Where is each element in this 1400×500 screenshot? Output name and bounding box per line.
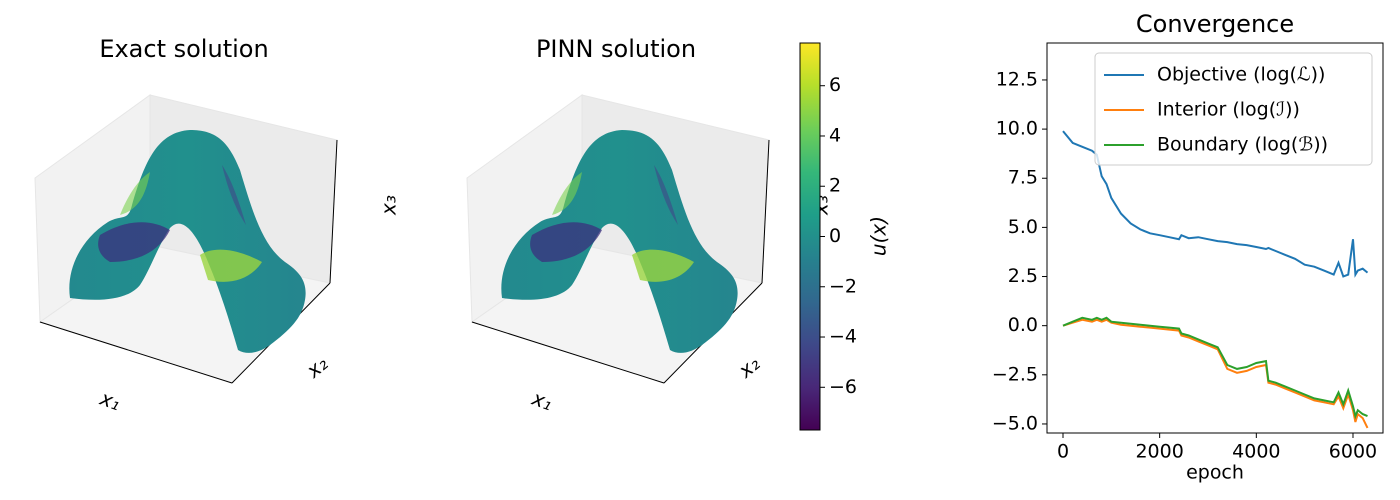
surface-shade bbox=[200, 249, 262, 282]
surface-shade bbox=[98, 222, 170, 262]
axis-line bbox=[39, 321, 233, 384]
x-tick-label: 6000 bbox=[1329, 441, 1377, 463]
tick-label: −6 bbox=[829, 376, 857, 398]
legend-label: Interior (log(ℐ)) bbox=[1157, 99, 1300, 121]
x-axis-label: x₁ bbox=[96, 386, 124, 416]
surface-shade bbox=[222, 165, 246, 225]
tick-label: 2 bbox=[829, 175, 841, 197]
y-tick-label: 2.5 bbox=[1008, 265, 1038, 287]
panel-title: Exact solution bbox=[99, 35, 268, 63]
legend-label: Boundary (log(ℬ)) bbox=[1157, 134, 1328, 156]
panel-title: PINN solution bbox=[536, 35, 696, 63]
axis-line bbox=[329, 139, 338, 284]
line-series bbox=[1062, 318, 1369, 429]
axis-line bbox=[471, 321, 665, 384]
y-tick-label: −5.0 bbox=[992, 412, 1038, 434]
x-axis-label: epoch bbox=[1186, 462, 1244, 484]
tick-label: 6 bbox=[829, 74, 841, 96]
colorbar bbox=[799, 42, 821, 431]
x-tick-label: 4000 bbox=[1232, 441, 1280, 463]
surface-panel: Exact solution x₁ x₂ x₃ bbox=[34, 35, 401, 416]
tick-label: −2 bbox=[829, 275, 857, 297]
chart-title: Convergence bbox=[1136, 10, 1294, 38]
x-tick-label: 2000 bbox=[1135, 441, 1183, 463]
surface bbox=[69, 130, 306, 353]
tick-label: 0 bbox=[829, 225, 841, 247]
y-tick-label: 7.5 bbox=[1008, 167, 1038, 189]
line-series bbox=[1062, 316, 1368, 420]
colorbar-label: u(x) bbox=[867, 216, 891, 256]
y-tick-label: −2.5 bbox=[992, 363, 1038, 385]
y-tick-label: 5.0 bbox=[1008, 216, 1038, 238]
legend-label: Objective (log(ℒ)) bbox=[1157, 64, 1325, 86]
line-series bbox=[1062, 130, 1369, 278]
x-axis-label: x₁ bbox=[528, 386, 556, 416]
axis-line bbox=[761, 139, 770, 284]
legend-box bbox=[1094, 52, 1373, 166]
surface-shade bbox=[552, 172, 582, 215]
y-tick-label: 10.0 bbox=[996, 118, 1038, 140]
y-axis-label: x₂ bbox=[301, 351, 332, 383]
tick-label: −4 bbox=[829, 326, 857, 348]
y-axis-label: x₂ bbox=[733, 351, 764, 383]
surface-shade bbox=[654, 165, 678, 225]
tick-label: 4 bbox=[829, 124, 841, 146]
y-tick-label: 0.0 bbox=[1008, 314, 1038, 336]
surface-shade bbox=[632, 249, 694, 282]
plot-frame bbox=[1046, 42, 1384, 434]
surface-shade bbox=[120, 172, 150, 215]
surface-shade bbox=[530, 222, 602, 262]
x-tick-label: 0 bbox=[1057, 441, 1069, 463]
y-tick-label: 12.5 bbox=[996, 68, 1038, 90]
surface bbox=[501, 130, 738, 353]
z-axis-label: x₃ bbox=[377, 195, 401, 216]
